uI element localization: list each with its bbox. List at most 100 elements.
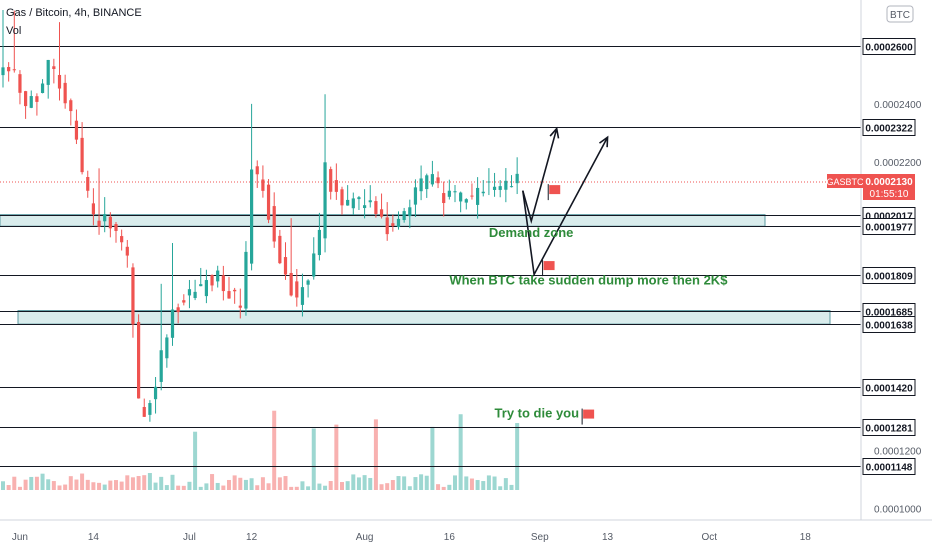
candle-body bbox=[97, 220, 101, 227]
volume-bar bbox=[153, 482, 158, 490]
volume-bar bbox=[204, 483, 209, 490]
volume-bar bbox=[396, 476, 401, 490]
volume-bar bbox=[385, 483, 390, 490]
volume-bar bbox=[294, 486, 299, 490]
candle-body bbox=[340, 189, 344, 206]
volume-bar bbox=[469, 478, 474, 490]
candle-body bbox=[283, 257, 288, 275]
flag-upper-flag bbox=[549, 185, 561, 195]
candle-body bbox=[24, 91, 28, 107]
candle-body bbox=[453, 191, 457, 193]
time-tick-label: Sep bbox=[531, 532, 549, 543]
volume-bar bbox=[492, 476, 497, 490]
candle-body bbox=[476, 187, 480, 205]
volume-bar bbox=[311, 428, 316, 490]
time-tick-label: 16 bbox=[444, 532, 456, 543]
currency-badge[interactable] bbox=[886, 5, 914, 23]
chart-title: Gas / Bitcoin, 4h, BINANCE bbox=[6, 7, 142, 19]
volume-bar bbox=[323, 485, 328, 490]
candle-body bbox=[391, 223, 395, 227]
volume-bar bbox=[345, 481, 350, 490]
volume-bar bbox=[170, 474, 175, 490]
candle-body bbox=[18, 74, 22, 93]
time-tick-label: 18 bbox=[800, 532, 812, 543]
volume-bar bbox=[255, 485, 260, 490]
level-label-box bbox=[862, 458, 916, 475]
candle-body bbox=[312, 253, 316, 277]
candle-body bbox=[210, 275, 214, 286]
volume-bar bbox=[232, 475, 237, 490]
candle-body bbox=[413, 187, 418, 205]
candle-body bbox=[182, 300, 186, 303]
candle-body bbox=[120, 236, 124, 243]
candle-body bbox=[40, 83, 45, 94]
level-label: 0.0001148 bbox=[866, 463, 913, 474]
candle-body bbox=[334, 180, 338, 192]
volume-bar bbox=[210, 474, 215, 490]
volume-bar bbox=[176, 485, 181, 490]
candle-body bbox=[165, 337, 169, 359]
volume-bar bbox=[503, 478, 508, 490]
volume-indicator-label: Vol bbox=[6, 25, 21, 37]
volume-bar bbox=[328, 481, 333, 490]
currency-badge-label: BTC bbox=[890, 10, 910, 21]
price-axis[interactable]: 0.0002400 0.0002200 0.0001200 0.0001000 bbox=[874, 100, 922, 515]
candle-body bbox=[29, 96, 33, 108]
volume-bar bbox=[85, 479, 90, 490]
volume-bar bbox=[74, 479, 79, 490]
volume-bar bbox=[249, 478, 254, 490]
candle-body bbox=[430, 174, 434, 185]
time-tick-label: Oct bbox=[701, 532, 717, 543]
candle-body bbox=[385, 217, 389, 235]
volume-bar bbox=[181, 485, 186, 490]
candle-body bbox=[346, 199, 350, 206]
candle-body bbox=[221, 275, 225, 292]
volume-bar bbox=[29, 476, 34, 490]
candles-layer bbox=[1, 9, 519, 422]
candle-body bbox=[244, 251, 248, 309]
volume-bar bbox=[334, 424, 339, 490]
level-label-box bbox=[862, 267, 916, 284]
candle-body bbox=[300, 287, 305, 305]
price-tag-countdown: 01:55:10 bbox=[870, 189, 909, 200]
candle-body bbox=[12, 69, 16, 71]
candle-body bbox=[447, 190, 451, 197]
volume-bar bbox=[413, 477, 418, 490]
candle-body bbox=[408, 207, 412, 217]
time-axis[interactable]: Jun 14 Jul 12 Aug 16 Sep 13 Oct 18 bbox=[12, 532, 811, 543]
volume-bar bbox=[356, 477, 361, 490]
candle-body bbox=[1, 67, 5, 76]
candle-body bbox=[204, 280, 208, 297]
candle-body bbox=[481, 191, 485, 194]
candle-body bbox=[86, 177, 90, 191]
drawings-layer bbox=[522, 126, 609, 425]
volume-bar bbox=[46, 479, 51, 490]
volume-bar bbox=[351, 474, 356, 490]
volume-bar bbox=[441, 486, 446, 490]
candle-body bbox=[91, 203, 95, 215]
candle-body bbox=[323, 162, 327, 239]
level-label: 0.0001977 bbox=[865, 223, 913, 234]
candle-body bbox=[459, 192, 463, 202]
volume-bar bbox=[436, 484, 441, 490]
levels-layer bbox=[0, 46, 861, 467]
candle-body bbox=[396, 218, 401, 228]
volume-bar bbox=[407, 486, 412, 490]
volume-bar bbox=[373, 419, 378, 490]
volume-bar bbox=[464, 476, 469, 490]
volume-bar bbox=[187, 481, 192, 490]
zones-layer bbox=[0, 214, 831, 325]
volume-bar bbox=[509, 484, 514, 490]
volume-bar bbox=[80, 473, 85, 490]
volume-bar bbox=[317, 483, 322, 490]
level-label: 0.0002017 bbox=[865, 212, 913, 223]
candle-body bbox=[170, 309, 175, 338]
volume-bar bbox=[289, 486, 294, 490]
time-tick-label: Aug bbox=[356, 532, 374, 543]
candle-body bbox=[125, 246, 129, 256]
candle-body bbox=[492, 186, 497, 190]
scenario-arrow-shallow bbox=[522, 128, 558, 224]
level-label: 0.0001685 bbox=[865, 308, 913, 319]
volume-bar bbox=[238, 477, 243, 490]
